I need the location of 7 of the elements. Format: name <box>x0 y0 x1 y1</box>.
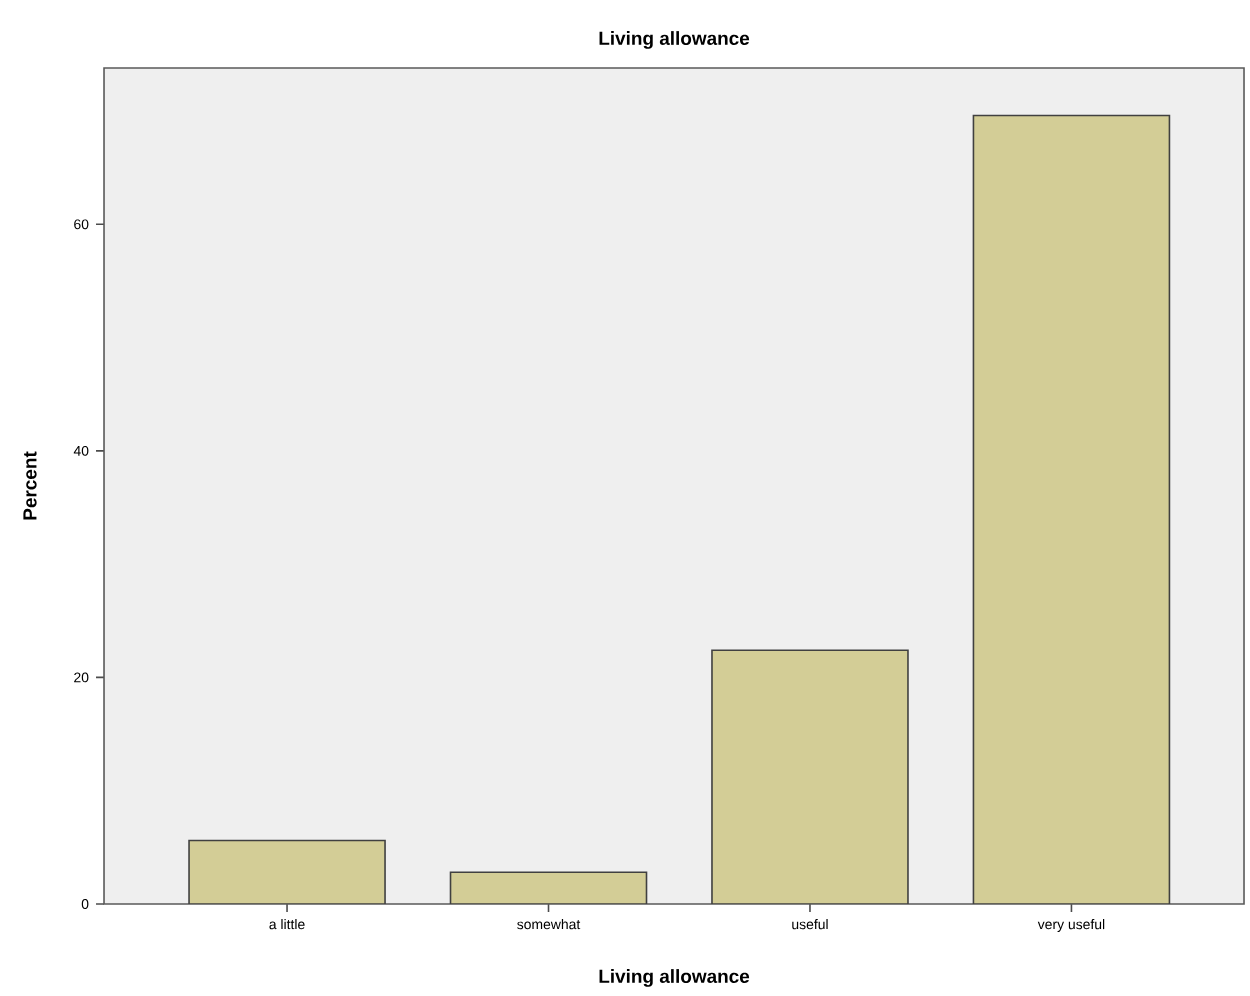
bar <box>711 649 909 904</box>
bar <box>450 872 647 904</box>
bar <box>188 839 386 904</box>
chart-title: Living allowance <box>599 31 750 49</box>
y-axis-title: Percent <box>23 451 37 520</box>
bar <box>972 114 1171 904</box>
x-axis-title: Living allowance <box>599 969 750 987</box>
